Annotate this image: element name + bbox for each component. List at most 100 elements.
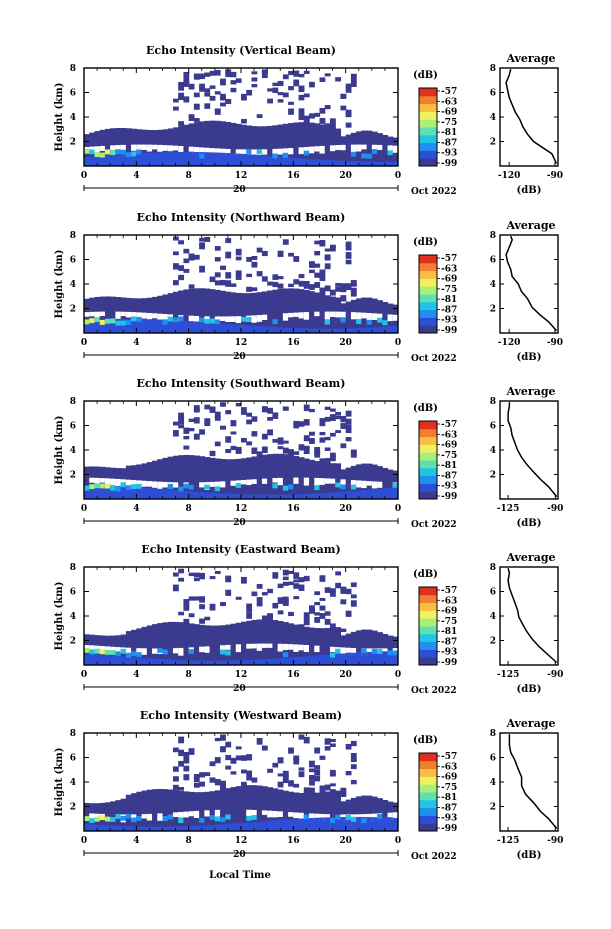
echo-speck [340,628,347,633]
echo-gap-cell [356,312,362,320]
echo-layer-cell [319,792,326,831]
colorbar-segment [419,649,437,658]
echo-speck [188,114,195,119]
echo-speck [193,103,200,110]
echo-speck [209,777,216,783]
x-tick-label: 4 [133,338,139,348]
echo-speck [340,283,347,289]
echo-layer-cell [183,622,190,665]
echo-layer-cell [366,795,373,831]
echo-layer-cell [267,125,273,166]
echo-speck [272,572,279,579]
panel-title: Echo Intensity (Westward Beam) [140,709,342,722]
echo-speck [309,780,315,786]
echo-band-cell [214,323,221,333]
echo-speck [246,612,253,619]
echo-speck [267,98,273,104]
echo-layer-cell [136,791,143,831]
y-tick-label: 4 [70,612,76,622]
echo-band-cell [188,660,195,665]
echo-strong-cell [131,484,137,490]
echo-layer-cell [382,134,389,166]
echo-speck [329,588,336,593]
average-x-label: (dB) [517,518,542,529]
x-tick-label: 4 [133,836,139,846]
echo-gap-cell [115,478,122,487]
echo-layer-cell [256,619,263,665]
echo-layer-cell [178,622,185,665]
echo-band-cell [335,653,342,665]
echo-band-cell [178,151,185,166]
echo-layer-cell [235,458,242,499]
echo-speck [251,287,258,292]
echo-speck [225,71,232,78]
echo-speck [193,254,200,260]
echo-layer-cell [267,787,273,831]
echo-speck [225,589,232,596]
average-y-tick-label: 4 [490,612,496,622]
echo-speck [267,281,273,286]
average-title: Average [505,551,555,564]
echo-speck [178,568,185,574]
echo-speck [329,432,336,437]
echo-layer-cell [324,791,331,831]
echo-band-cell [345,491,352,499]
average-frame [499,234,559,334]
colorbar-segment [419,807,437,816]
echo-gap-cell [89,645,96,652]
colorbar-tick-label: -75 [441,451,457,461]
echo-band-cell [209,492,216,499]
echo-speck [225,410,232,415]
echo-speck [188,428,195,432]
echo-speck [183,78,190,83]
echo-speck [272,82,279,87]
echo-gap-cell [371,481,378,489]
echo-band-cell [272,658,279,665]
echo-gap-cell [241,149,247,155]
echo-band-cell [172,320,179,333]
panel-title: Echo Intensity (Southward Beam) [137,377,346,390]
echo-gap-cell [204,810,211,817]
colorbar-segment [419,317,437,326]
echo-speck [220,93,226,101]
echo-band-cell [136,153,143,166]
echo-band-cell [356,490,362,499]
echo-speck [246,412,253,417]
echo-gap-cell [261,643,268,648]
echo-speck [350,740,357,747]
echo-gap-cell [235,480,242,486]
colorbar-segment [419,768,437,777]
echo-band-cell [199,152,205,166]
echo-layer-cell [146,625,153,665]
echo-layer-cell [104,128,111,166]
echo-band-cell [94,155,101,166]
echo-gap-cell [120,144,127,151]
echo-layer-cell [356,630,362,665]
echo-speck [246,256,253,262]
echo-speck [298,444,305,451]
echo-gap-cell [251,315,258,323]
y-tick-label: 2 [70,803,76,813]
echo-band-cell [246,822,253,831]
y-tick-label: 2 [70,138,76,148]
echo-speck [225,741,232,748]
echo-layer-cell [193,624,200,665]
echo-strong-cell [167,316,174,322]
echo-speck [329,245,336,252]
echo-band-cell [167,826,174,831]
echo-band-cell [288,819,294,831]
echo-band-cell [104,825,111,831]
echo-speck [345,241,352,247]
echo-band-cell [204,322,211,333]
echo-speck [183,427,190,434]
echo-band-cell [324,159,331,166]
echo-band-cell [382,651,389,665]
echo-strong-cell [115,486,122,492]
echo-band-cell [361,490,368,499]
echo-gap-cell [183,811,190,818]
colorbar-segment [419,119,437,128]
y-tick-label: 6 [70,422,76,432]
echo-band-cell [277,819,284,831]
echo-band-cell [193,825,200,831]
echo-gap-cell [298,644,305,651]
